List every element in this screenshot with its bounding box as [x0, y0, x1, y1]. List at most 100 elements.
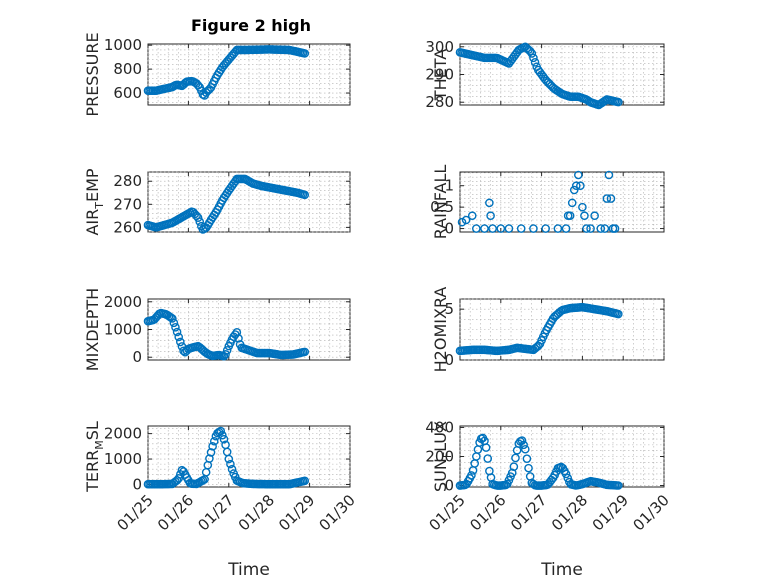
data-point — [208, 442, 217, 451]
data-point — [172, 327, 182, 337]
data-point — [176, 337, 185, 347]
x-axis-label: Time — [540, 560, 583, 580]
data-point — [171, 322, 180, 332]
y-tick-label: 400 — [425, 418, 454, 436]
data-point — [525, 46, 535, 56]
x-tick-label: 01/29 — [589, 491, 632, 534]
data-point — [483, 454, 493, 463]
data-point — [567, 198, 577, 208]
x-tick-label: 01/29 — [275, 491, 318, 534]
data-point — [610, 224, 620, 233]
data-point — [529, 53, 538, 63]
y-tick-label: 1000 — [104, 36, 142, 54]
data-point — [517, 436, 527, 445]
data-point — [467, 211, 477, 221]
x-tick-label: 01/28 — [235, 491, 278, 534]
data-point — [578, 202, 587, 212]
y-label-subscript: T — [93, 202, 106, 210]
data-point — [561, 224, 571, 233]
x-tick-label: 01/27 — [194, 491, 237, 534]
data-point — [300, 347, 310, 357]
axes-panel-3: 260 270 280 AIRTEMP — [83, 168, 351, 236]
data-point — [614, 309, 623, 319]
data-point — [485, 198, 494, 208]
data-point — [586, 224, 595, 233]
y-label-main: SUN — [431, 458, 450, 492]
data-point — [524, 463, 533, 473]
y-axis-label: AIRTEMP — [83, 168, 106, 235]
data-point — [461, 215, 471, 225]
y-tick-label: 1 — [444, 177, 454, 195]
data-point — [504, 224, 514, 233]
data-point — [234, 334, 243, 343]
data-point — [174, 474, 184, 483]
data-point — [488, 224, 497, 233]
y-tick-label: 300 — [425, 38, 454, 56]
y-axis-label: SUNFLUX — [431, 421, 454, 492]
y-axis-label: PRESSURE — [83, 32, 102, 116]
data-point — [571, 181, 581, 191]
y-label-main: TERR — [83, 450, 102, 493]
data-point — [519, 440, 528, 450]
y-tick-label: 600 — [113, 84, 142, 102]
data-point — [195, 217, 205, 226]
data-point — [614, 481, 623, 490]
y-tick-label: 0 — [444, 477, 454, 495]
y-tick-label: 0 — [132, 348, 142, 366]
y-tick-label: 0.5 — [430, 198, 454, 216]
y-axis-label: H2OMIXRA — [431, 287, 450, 373]
y-label-suffix: LUX — [431, 421, 450, 452]
y-tick-label: 1000 — [104, 450, 142, 468]
y-tick-label: 0 — [132, 475, 142, 493]
y-tick-label: 800 — [113, 60, 142, 78]
y-tick-label: 280 — [113, 172, 142, 190]
data-point — [486, 211, 495, 221]
data-point — [600, 224, 610, 233]
y-tick-label: 2000 — [104, 293, 142, 311]
x-tick-label: 01/25 — [426, 491, 469, 534]
data-point — [169, 318, 179, 328]
y-axis-label: TERRMSL — [83, 421, 106, 493]
data-point — [527, 49, 537, 58]
y-label-subscript: F — [441, 452, 454, 458]
y-label-main: MIXDEPTH — [83, 288, 102, 371]
x-tick-label: 01/30 — [316, 491, 359, 534]
data-point — [541, 224, 550, 233]
x-tick-label: 01/30 — [630, 491, 673, 534]
data-point — [193, 213, 203, 222]
y-tick-label: 0 — [444, 220, 454, 238]
data-point — [480, 224, 489, 233]
data-point — [167, 314, 177, 323]
data-point — [569, 185, 579, 195]
y-tick-label: 260 — [113, 218, 142, 236]
data-point — [553, 224, 563, 233]
data-point — [221, 350, 230, 359]
data-point — [227, 464, 237, 474]
y-axis-label: MIXDEPTH — [83, 288, 102, 371]
y-label-main: RAINFALL — [431, 165, 450, 240]
data-point — [209, 436, 219, 446]
data-point — [596, 224, 606, 233]
data-point — [602, 194, 612, 203]
data-point — [300, 190, 310, 200]
axes-frame — [147, 43, 351, 106]
axes-frame — [459, 171, 665, 233]
y-tick-label: 280 — [425, 93, 454, 111]
data-point — [580, 211, 589, 221]
data-point — [522, 454, 532, 463]
data-point — [511, 453, 520, 463]
x-tick-label: 01/26 — [154, 491, 197, 534]
data-point — [576, 181, 585, 191]
y-label-suffix: EMP — [83, 168, 102, 202]
y-label-main: AIR — [83, 209, 102, 236]
data-point — [574, 170, 583, 180]
figure-title: Figure 2 high — [191, 16, 311, 35]
data-point — [222, 345, 232, 355]
data-point — [530, 58, 540, 67]
